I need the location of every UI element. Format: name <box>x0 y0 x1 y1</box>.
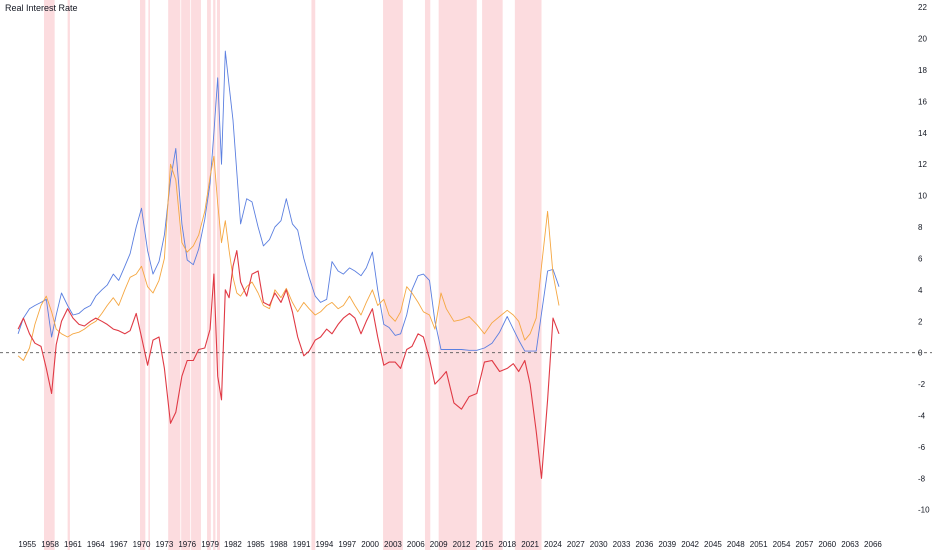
y-tick-label: 10 <box>918 192 927 201</box>
x-tick-label: 2057 <box>795 540 813 549</box>
recession-shading <box>44 0 542 550</box>
x-tick-label: 1958 <box>41 540 59 549</box>
y-tick-label: 12 <box>918 160 927 169</box>
y-tick-label: 20 <box>918 35 927 44</box>
x-tick-label: 2045 <box>704 540 722 549</box>
x-tick-label: 1997 <box>338 540 356 549</box>
x-tick-label: 2012 <box>453 540 471 549</box>
y-tick-label: 18 <box>918 66 927 75</box>
x-tick-label: 1955 <box>18 540 36 549</box>
shaded-period-10 <box>311 0 316 550</box>
x-tick-label: 1976 <box>178 540 196 549</box>
y-axis: -10 -8 -6 -4 -2 0 2 4 6 8 10 12 14 16 18 20 22 <box>918 3 930 515</box>
y-tick-label: 2 <box>918 317 923 326</box>
x-tick-label: 1967 <box>110 540 128 549</box>
series-line-0 <box>17 50 560 352</box>
x-tick-label: 2066 <box>864 540 882 549</box>
x-tick-label: 2021 <box>521 540 539 549</box>
shaded-period-12 <box>424 0 431 550</box>
y-tick-label: -10 <box>918 506 930 515</box>
y-tick-label: -4 <box>918 411 926 420</box>
x-tick-label: 2027 <box>567 540 585 549</box>
x-tick-label: 2054 <box>773 540 791 549</box>
shaded-period-4 <box>168 0 181 550</box>
x-tick-label: 2033 <box>613 540 631 549</box>
shaded-period-15 <box>514 0 542 550</box>
y-tick-label: 8 <box>918 223 923 232</box>
x-tick-label: 1961 <box>64 540 82 549</box>
x-tick-label: 1988 <box>270 540 288 549</box>
x-tick-label: 1994 <box>315 540 333 549</box>
shaded-period-11 <box>383 0 403 550</box>
x-tick-label: 2003 <box>384 540 402 549</box>
chart-title: Real Interest Rate <box>5 3 78 13</box>
x-tick-label: 1991 <box>293 540 311 549</box>
shaded-period-0 <box>44 0 55 550</box>
x-tick-label: 2039 <box>658 540 676 549</box>
y-tick-label: 14 <box>918 129 927 138</box>
x-tick-label: 2009 <box>430 540 448 549</box>
x-tick-label: 2042 <box>681 540 699 549</box>
x-tick-label: 2015 <box>475 540 493 549</box>
y-tick-label: 4 <box>918 286 923 295</box>
y-tick-label: 6 <box>918 254 923 263</box>
x-tick-label: 2060 <box>818 540 836 549</box>
x-tick-label: 1979 <box>201 540 219 549</box>
x-tick-label: 2024 <box>544 540 562 549</box>
x-tick-label: 2030 <box>590 540 608 549</box>
shaded-period-6 <box>191 0 201 550</box>
y-tick-label: 16 <box>918 97 927 106</box>
y-tick-label: -2 <box>918 380 926 389</box>
shaded-period-2 <box>140 0 146 550</box>
y-tick-label: 22 <box>918 3 927 12</box>
x-tick-label: 2000 <box>361 540 379 549</box>
x-tick-label: 2036 <box>635 540 653 549</box>
x-tick-label: 1964 <box>87 540 105 549</box>
x-tick-label: 1985 <box>247 540 265 549</box>
shaded-period-3 <box>148 0 150 550</box>
x-tick-label: 2018 <box>498 540 516 549</box>
x-tick-label: 1970 <box>133 540 151 549</box>
y-tick-label: -8 <box>918 474 926 483</box>
series-lines <box>17 50 560 479</box>
shaded-period-14 <box>482 0 503 550</box>
x-tick-label: 2048 <box>727 540 745 549</box>
x-tick-label: 1982 <box>224 540 242 549</box>
y-tick-label: 0 <box>918 349 923 358</box>
shaded-period-9 <box>216 0 220 550</box>
x-tick-label: 2006 <box>407 540 425 549</box>
x-tick-label: 2063 <box>841 540 859 549</box>
y-tick-label: -6 <box>918 443 926 452</box>
shaded-period-13 <box>438 0 477 550</box>
shaded-period-1 <box>67 0 70 550</box>
series-line-2 <box>17 250 560 479</box>
shaded-period-7 <box>207 0 211 550</box>
x-tick-label: 1973 <box>155 540 173 549</box>
series-line-1 <box>17 155 560 361</box>
x-axis: 1955 1958 1961 1964 1967 1970 1973 1976 1979 1982… <box>18 540 882 549</box>
x-tick-label: 2051 <box>750 540 768 549</box>
shaded-period-5 <box>181 0 191 550</box>
